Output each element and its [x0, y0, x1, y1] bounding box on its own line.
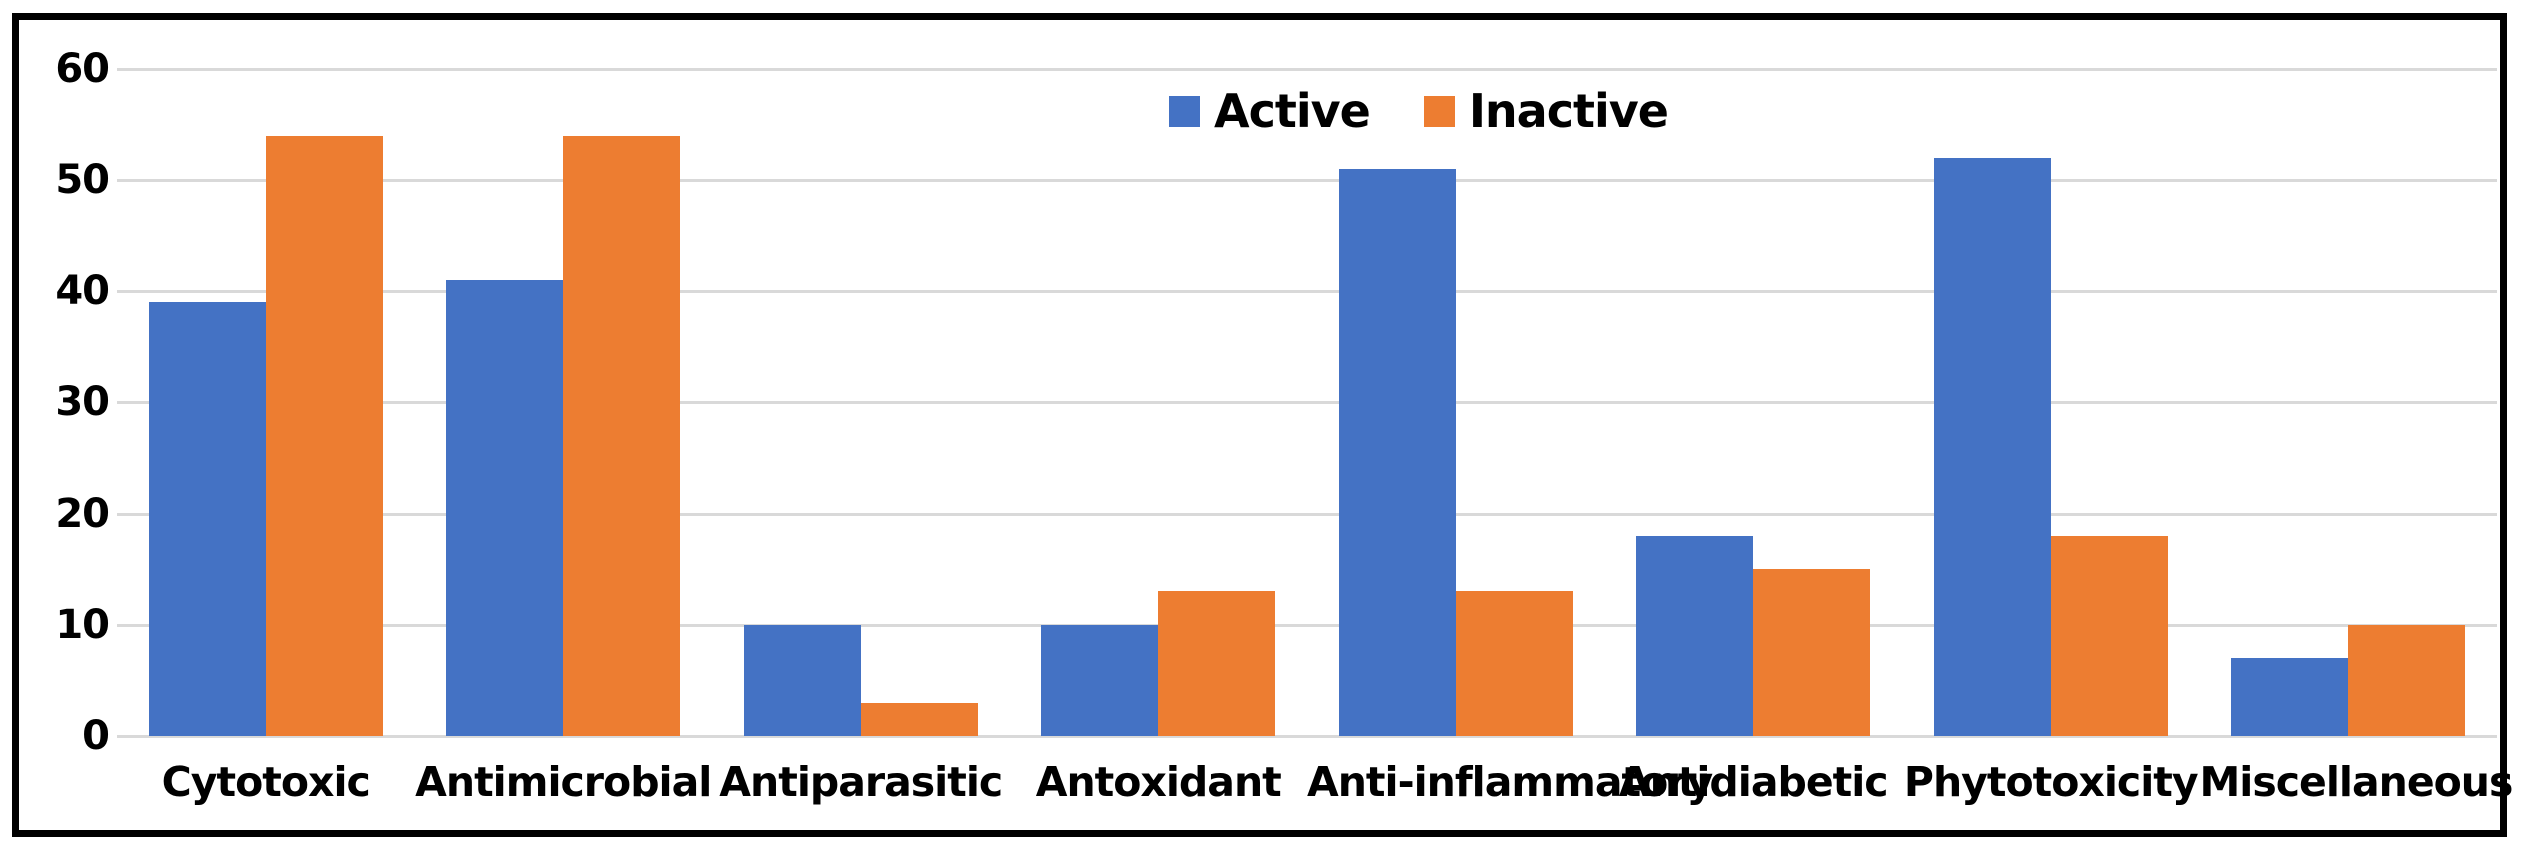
legend-label-active: Active: [1214, 84, 1371, 138]
gridline-y-20: [117, 512, 2497, 516]
gridline-y-10: [117, 623, 2497, 627]
x-axis-label-antidiabetic: Antidiabetic: [1618, 758, 1889, 806]
bar-inactive-anti-inflammatory: [1455, 591, 1573, 736]
x-axis-label-phytotoxicity: Phytotoxicity: [1903, 758, 2199, 806]
bar-inactive-antimicrobial: [563, 135, 681, 736]
x-axis-label-antimicrobial: Antimicrobial: [415, 758, 712, 806]
bar-inactive-miscellaneous: [2348, 624, 2466, 736]
legend-label-inactive: Inactive: [1468, 84, 1669, 138]
x-axis-label-antiparasitic: Antiparasitic: [719, 758, 1003, 806]
x-axis-label-miscellaneous: Miscellaneous: [2199, 758, 2514, 806]
y-axis-tick-60: 60: [55, 45, 110, 92]
bar-inactive-cytotoxic: [265, 135, 383, 736]
gridline-y-50: [117, 179, 2497, 183]
bar-active-anti-inflammatory: [1338, 169, 1456, 736]
bar-active-miscellaneous: [2231, 658, 2349, 736]
bar-active-antiparasitic: [743, 624, 861, 736]
y-axis-tick-30: 30: [55, 379, 110, 426]
bar-active-antoxidant: [1041, 624, 1159, 736]
bar-active-antimicrobial: [446, 280, 564, 736]
y-axis-tick-0: 0: [82, 713, 110, 759]
y-axis-tick-50: 50: [55, 157, 110, 204]
gridline-y-40: [117, 290, 2497, 294]
bar-inactive-antidiabetic: [1753, 569, 1871, 736]
legend-swatch-inactive-icon: [1423, 95, 1455, 127]
bar-active-cytotoxic: [148, 302, 266, 736]
x-axis-label-antoxidant: Antoxidant: [1035, 758, 1282, 806]
gridline-y-0: [117, 735, 2497, 738]
bar-inactive-antoxidant: [1158, 591, 1276, 736]
bar-active-phytotoxicity: [1933, 157, 2051, 736]
y-axis-tick-10: 10: [55, 601, 110, 648]
x-axis-label-cytotoxic: Cytotoxic: [161, 758, 371, 806]
legend-item-active: Active: [1169, 84, 1371, 138]
bar-active-antidiabetic: [1636, 535, 1754, 736]
y-axis-tick-20: 20: [55, 490, 110, 537]
gridline-y-60: [117, 67, 2497, 71]
y-axis-tick-40: 40: [55, 268, 110, 315]
chart-legend: Active Inactive: [1169, 84, 1669, 138]
legend-item-inactive: Inactive: [1423, 84, 1669, 138]
bar-inactive-phytotoxicity: [2050, 535, 2168, 736]
legend-swatch-active-icon: [1169, 95, 1200, 127]
chart-frame: 0 10 20 30 40 50 60 Cytotoxic Antimicrobial Antip…: [12, 13, 2514, 837]
bar-inactive-antiparasitic: [860, 702, 978, 736]
plot-area: 0 10 20 30 40 50 60 Cytotoxic Antimicrobial Antip…: [19, 20, 2514, 830]
gridline-y-30: [117, 401, 2497, 405]
x-axis-label-anti-inflammatory: Anti-inflammatory: [1307, 758, 1713, 806]
